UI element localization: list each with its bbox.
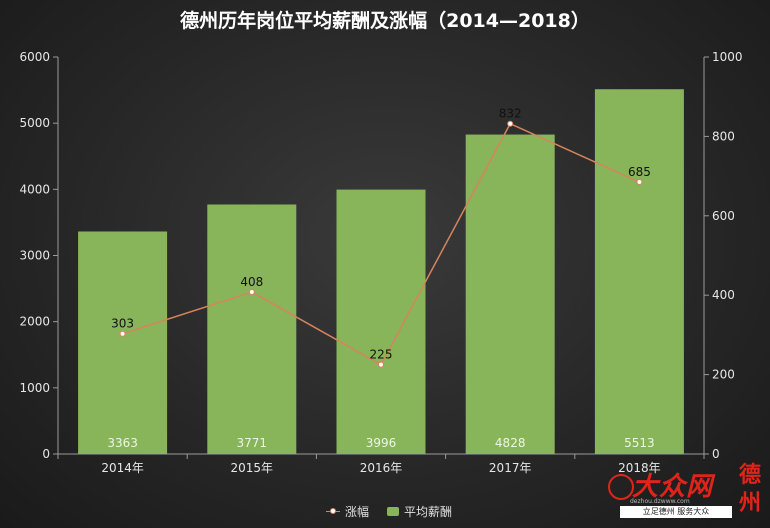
y-right-tick-label: 0 — [712, 447, 720, 461]
line-value-label: 303 — [111, 317, 134, 331]
bar-value-label: 4828 — [495, 436, 526, 450]
watermark-brand: 大众网 — [632, 472, 714, 502]
bar-value-label: 3996 — [366, 436, 397, 450]
legend-item-salary[interactable]: 平均薪酬 — [387, 503, 452, 520]
y-left-tick-label: 0 — [42, 447, 50, 461]
bar-swatch-icon — [387, 507, 400, 516]
brand-logo-icon — [608, 474, 634, 500]
y-left-tick-label: 5000 — [19, 116, 50, 130]
y-right-tick-label: 200 — [712, 368, 735, 382]
watermark-city: 德州 — [738, 463, 761, 516]
line-point — [119, 330, 126, 337]
bar — [336, 189, 426, 454]
bar-value-label: 3363 — [107, 436, 138, 450]
line-value-label: 408 — [240, 275, 263, 289]
bar — [207, 204, 297, 454]
y-right-tick-label: 1000 — [712, 50, 743, 64]
legend-label-salary: 平均薪酬 — [404, 505, 453, 519]
line-point — [636, 179, 643, 186]
y-left-tick-label: 2000 — [19, 315, 50, 329]
line-value-label: 225 — [370, 348, 393, 362]
line-value-label: 832 — [499, 107, 522, 121]
line-point — [248, 289, 255, 296]
bar-value-label: 3771 — [237, 436, 268, 450]
line-value-label: 685 — [628, 165, 651, 179]
bar — [78, 231, 168, 454]
bar — [594, 89, 684, 454]
y-right-tick-label: 600 — [712, 209, 735, 223]
line-point — [378, 361, 384, 368]
x-tick-label: 2014年 — [101, 461, 144, 475]
y-left-tick-label: 6000 — [19, 50, 50, 64]
y-right-tick-label: 400 — [712, 288, 735, 302]
chart-title: 德州历年岗位平均薪酬及涨幅（2014—2018） — [180, 10, 590, 32]
watermark-url: dezhou.dzwww.com — [630, 498, 690, 505]
watermark-slogan: 立足德州 服务大众 — [620, 506, 732, 518]
x-tick-label: 2015年 — [231, 461, 274, 475]
y-left-tick-label: 4000 — [19, 182, 50, 196]
x-tick-label: 2017年 — [489, 461, 532, 475]
bar — [465, 134, 555, 454]
legend-label-growth: 涨幅 — [345, 505, 370, 519]
y-left-tick-label: 3000 — [19, 249, 50, 263]
x-tick-label: 2018年 — [618, 461, 661, 475]
legend-item-growth[interactable]: 涨幅 — [326, 503, 369, 520]
chart-legend: 涨幅 平均薪酬 — [326, 503, 452, 520]
watermark: 大众网 dezhou.dzwww.com 立足德州 服务大众 德州 — [606, 462, 764, 522]
y-right-tick-label: 800 — [712, 129, 735, 143]
line-point — [507, 120, 514, 127]
y-left-tick-label: 1000 — [19, 381, 50, 395]
line-swatch-icon — [326, 507, 340, 516]
bar-value-label: 5513 — [624, 436, 655, 450]
x-tick-label: 2016年 — [360, 461, 403, 475]
